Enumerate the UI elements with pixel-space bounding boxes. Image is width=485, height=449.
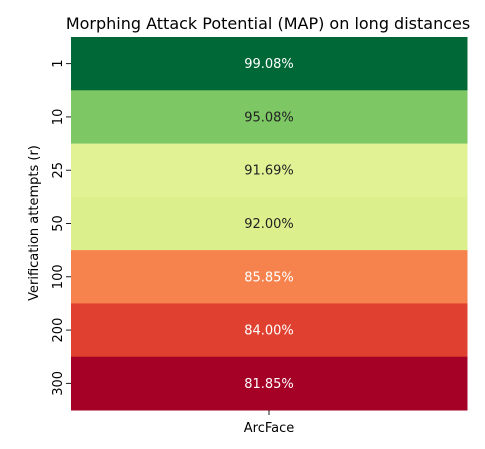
- row-tick-label: 1: [51, 60, 66, 68]
- column-tick-label: ArcFace: [244, 421, 295, 436]
- row-tick-label: 25: [51, 162, 66, 179]
- heatmap-cell-1: [71, 37, 468, 91]
- cell-value-label: 85.85%: [244, 270, 294, 285]
- row-tick-label: 10: [51, 109, 66, 126]
- cell-value-label: 84.00%: [244, 324, 294, 339]
- row-tick-label: 300: [51, 371, 66, 396]
- heatmap-cell-100: [71, 250, 468, 304]
- cell-value-label: 91.69%: [244, 164, 294, 179]
- heatmap-cell-10: [71, 90, 468, 145]
- chart-title: Morphing Attack Potential (MAP) on long …: [66, 14, 470, 33]
- heatmap-cell-200: [71, 303, 468, 358]
- cell-value-label: 92.00%: [244, 217, 294, 232]
- heatmap-cells: 99.08% 95.08% 91.69% 92.00% 85.85% 84.00% 81.8…: [71, 37, 468, 411]
- row-tick-label: 50: [51, 215, 66, 232]
- cell-value-label: 99.08%: [244, 57, 294, 72]
- heatmap-cell-25: [71, 143, 468, 198]
- cell-value-label: 95.08%: [244, 110, 294, 125]
- y-axis-label: Verification attempts (r): [27, 145, 42, 301]
- column-tick-labels: ArcFace: [244, 410, 295, 436]
- heatmap-cell-50: [71, 196, 468, 251]
- row-tick-label: 200: [51, 318, 66, 343]
- cell-value-label: 81.85%: [244, 377, 294, 392]
- row-tick-labels: 1 10 25 50 100 200 300: [51, 60, 71, 396]
- heatmap-cell-300: [71, 356, 468, 411]
- row-tick-label: 100: [51, 264, 66, 289]
